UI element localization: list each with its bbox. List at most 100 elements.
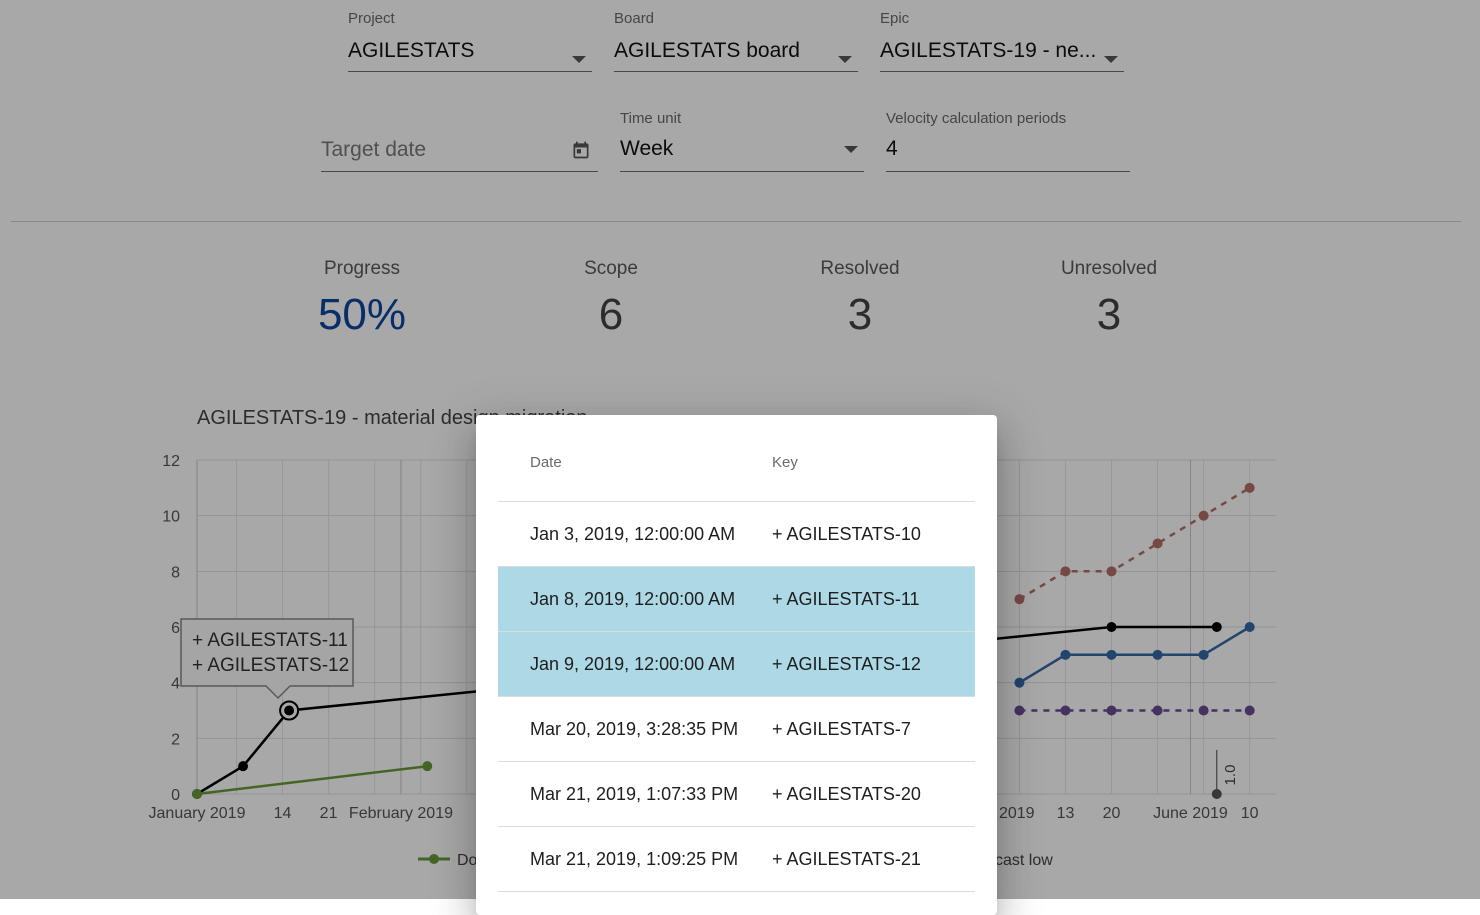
chevron-down-icon [1104, 56, 1118, 63]
legend-forecast-low-label: cast low [995, 852, 1053, 869]
data-point [1244, 482, 1255, 493]
stat-unresolved-label: Unresolved [1060, 258, 1158, 279]
board-label: Board [614, 10, 655, 27]
x-tick-label: June 2019 [1153, 805, 1228, 822]
data-point [1106, 622, 1117, 632]
y-tick-label: 8 [171, 564, 180, 581]
data-point [1152, 705, 1163, 716]
time-unit-value: Week [620, 137, 674, 160]
target-date-field[interactable]: Target date [321, 110, 598, 173]
epic-select[interactable]: Epic AGILESTATS-19 - ne... [880, 10, 1124, 73]
time-unit-underline [620, 171, 864, 172]
column-header-key[interactable]: Key [772, 454, 798, 471]
stat-resolved: Resolved 3 [760, 258, 960, 340]
data-point [1152, 538, 1163, 549]
velocity-periods-input[interactable]: Velocity calculation periods 4 [886, 110, 1130, 173]
row-key: + AGILESTATS-21 [772, 849, 921, 869]
stat-scope-label: Scope [584, 258, 638, 279]
data-point [1060, 566, 1071, 577]
data-point [422, 761, 433, 772]
x-tick-label: y 2019 [987, 805, 1035, 822]
table-header: Date Key [498, 415, 975, 502]
data-point [1198, 705, 1209, 716]
data-point [1211, 622, 1222, 632]
velocity-label: Velocity calculation periods [886, 110, 1067, 127]
epic-underline [880, 71, 1124, 72]
data-point [1014, 705, 1025, 716]
target-marker-label: 1.0 [1222, 765, 1239, 786]
time-unit-select[interactable]: Time unit Week [620, 110, 864, 173]
calendar-icon[interactable] [571, 140, 591, 160]
project-label: Project [348, 10, 395, 27]
board-underline [614, 71, 858, 72]
series-line [196, 764, 428, 796]
x-tick-label: February 2019 [349, 805, 453, 822]
series-line [1018, 625, 1251, 684]
x-tick-label: 13 [1057, 805, 1075, 822]
target-date-underline [321, 171, 598, 172]
table-row[interactable]: Mar 21, 2019, 1:09:25 PM + AGILESTATS-21 [498, 827, 975, 892]
row-key: + AGILESTATS-11 [772, 589, 920, 609]
y-tick-label: 0 [171, 787, 180, 804]
epic-value: AGILESTATS-19 - ne... [880, 39, 1097, 62]
y-tick-label: 12 [162, 453, 180, 470]
target-marker-point [1211, 789, 1222, 799]
tooltip-line: + AGILESTATS-11 [192, 630, 348, 651]
row-date: Mar 21, 2019, 1:09:25 PM [530, 849, 739, 869]
x-tick-label: 10 [1241, 805, 1259, 822]
y-tick-label: 10 [162, 509, 180, 526]
data-point [1060, 705, 1071, 716]
epic-label: Epic [880, 10, 910, 27]
x-tick-label: January 2019 [149, 805, 246, 822]
y-tick-label: 6 [171, 620, 180, 637]
velocity-value: 4 [886, 137, 898, 160]
x-tick-label: 21 [320, 805, 338, 822]
data-point [1244, 705, 1255, 716]
board-select[interactable]: Board AGILESTATS board [614, 10, 858, 73]
board-value: AGILESTATS board [614, 39, 800, 62]
project-underline [348, 71, 592, 72]
data-point [1244, 622, 1255, 632]
stat-progress: Progress 50% [262, 258, 462, 340]
data-point [1060, 649, 1071, 660]
table-row[interactable]: Jan 8, 2019, 12:00:00 AM + AGILESTATS-11 [498, 567, 975, 632]
issues-dialog: Date Key Jan 3, 2019, 12:00:00 AM + AGILE… [476, 415, 997, 915]
stat-unresolved: Unresolved 3 [1009, 258, 1209, 340]
table-body: Jan 3, 2019, 12:00:00 AM + AGILESTATS-10 J… [498, 502, 975, 892]
tooltip-line: + AGILESTATS-12 [192, 655, 349, 676]
chart-tooltip [180, 618, 354, 700]
stat-progress-label: Progress [323, 258, 401, 279]
series-line [1018, 486, 1251, 601]
stat-scope-value: 6 [598, 290, 624, 339]
section-divider [11, 221, 1461, 222]
table-row[interactable]: Mar 21, 2019, 1:07:33 PM + AGILESTATS-20 [498, 762, 975, 827]
highlighted-point-core [284, 705, 295, 716]
stat-unresolved-value: 3 [1096, 290, 1122, 339]
data-point [192, 789, 202, 799]
data-point [1014, 594, 1025, 605]
chevron-down-icon [844, 146, 858, 153]
row-date: Mar 21, 2019, 1:07:33 PM [530, 784, 739, 804]
project-select[interactable]: Project AGILESTATS [348, 10, 592, 73]
x-tick-label: 14 [274, 805, 292, 822]
column-header-date[interactable]: Date [530, 454, 562, 471]
chevron-down-icon [572, 56, 586, 63]
row-date: Jan 9, 2019, 12:00:00 AM [530, 654, 736, 674]
row-date: Mar 20, 2019, 3:28:35 PM [530, 719, 739, 739]
stat-resolved-value: 3 [847, 290, 873, 339]
data-point [1198, 510, 1209, 521]
legend-done-label: Do [457, 852, 478, 869]
y-tick-label: 2 [171, 731, 180, 748]
legend-done-dot [429, 854, 439, 864]
chevron-down-icon [838, 56, 852, 63]
stat-resolved-label: Resolved [820, 258, 900, 279]
table-row[interactable]: Jan 3, 2019, 12:00:00 AM + AGILESTATS-10 [498, 502, 975, 567]
data-point [238, 761, 249, 772]
issues-table: Date Key Jan 3, 2019, 12:00:00 AM + AGILE… [498, 415, 975, 892]
table-row[interactable]: Jan 9, 2019, 12:00:00 AM + AGILESTATS-12 [498, 632, 975, 697]
table-row[interactable]: Mar 20, 2019, 3:28:35 PM + AGILESTATS-7 [498, 697, 975, 762]
stat-scope: Scope 6 [511, 258, 711, 340]
data-point [1106, 566, 1117, 577]
